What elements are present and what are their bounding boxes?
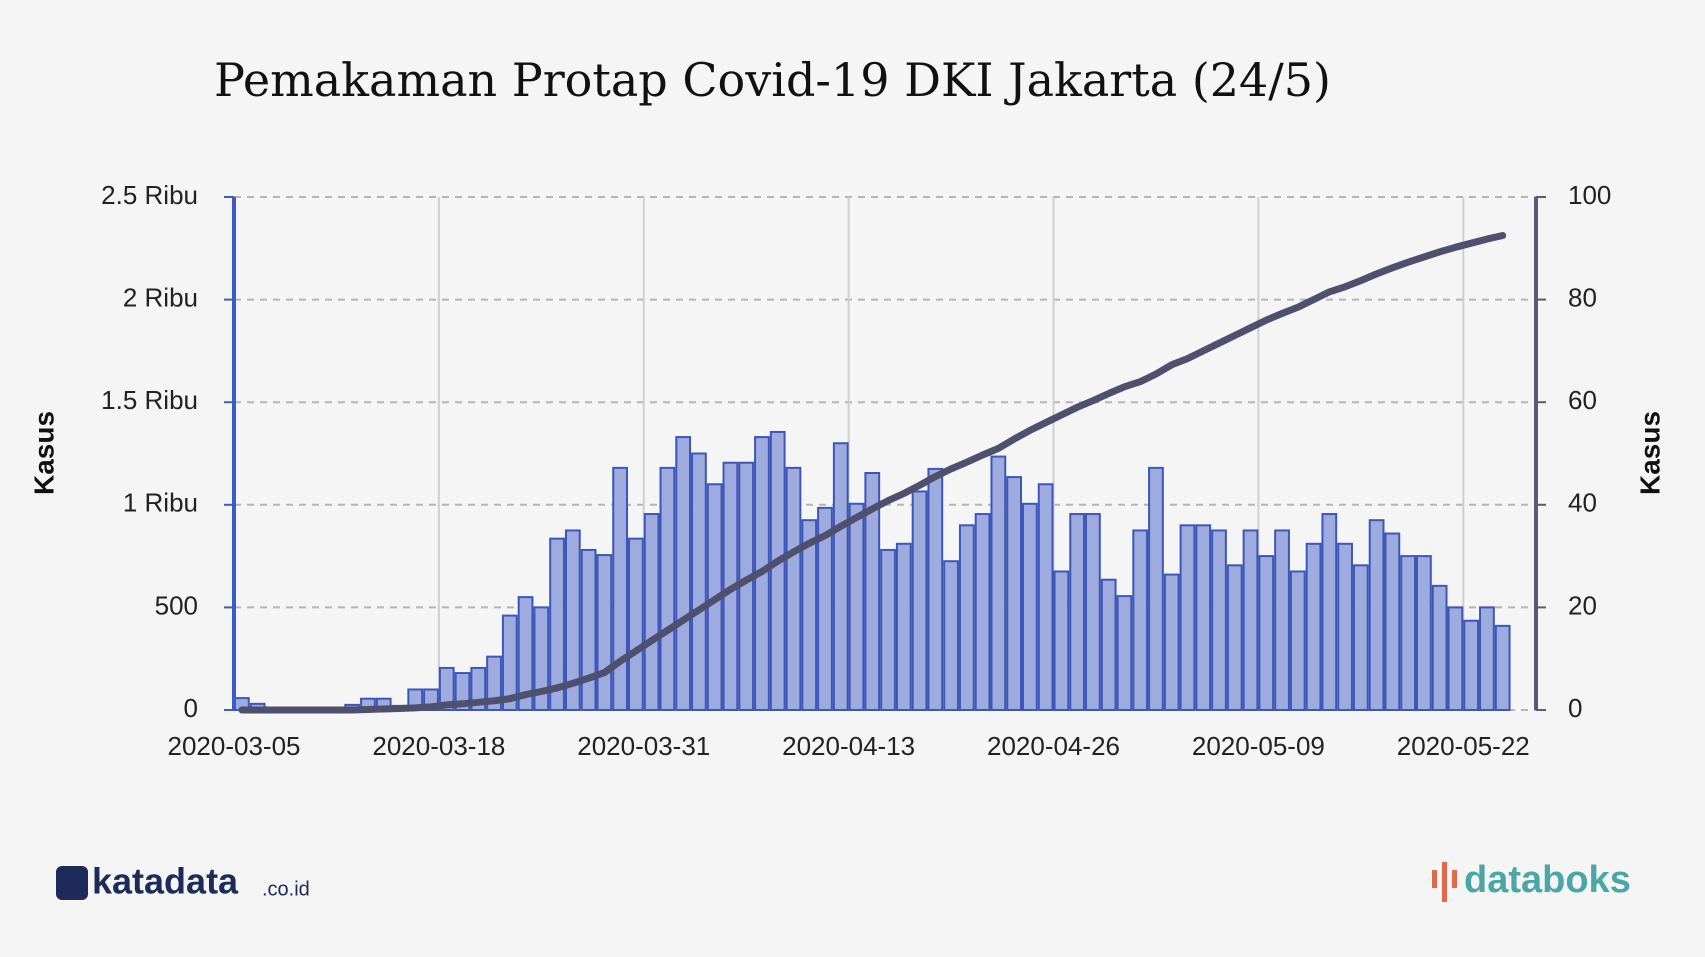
bar [1053, 570, 1070, 711]
bar [895, 542, 912, 712]
logo-icon [1432, 870, 1437, 888]
x-tick-label: 2020-05-09 [1192, 731, 1325, 761]
bar [675, 436, 692, 711]
x-tick-label: 2020-03-18 [372, 731, 505, 761]
bar [643, 513, 660, 711]
logo-icon [1452, 870, 1457, 888]
bar [1289, 570, 1306, 711]
bar [691, 452, 707, 711]
bar [1195, 524, 1212, 711]
bar [1463, 619, 1480, 711]
bar [801, 519, 818, 711]
logo-icon [1442, 862, 1447, 902]
bar [1100, 578, 1117, 711]
bar [1368, 519, 1385, 711]
bar [1116, 595, 1133, 712]
bar [1132, 529, 1149, 712]
logo-text: katadata [92, 861, 239, 902]
bar [1384, 532, 1401, 712]
y-tick-label: 2 Ribu [123, 282, 198, 312]
y2-tick-label: 40 [1568, 488, 1597, 518]
bar [1258, 555, 1275, 711]
y-tick-label: 0 [184, 693, 198, 723]
bar [1447, 606, 1464, 712]
bar [1148, 466, 1164, 712]
logo-databoks: databoks [1432, 859, 1631, 902]
bar [1037, 483, 1054, 711]
bar [596, 554, 613, 711]
bar [1352, 564, 1369, 711]
bar [974, 513, 991, 711]
bar [1022, 502, 1038, 711]
y-axis-label: Kasus [28, 411, 59, 495]
bar [1163, 573, 1180, 711]
bar [785, 466, 802, 712]
bar [612, 466, 628, 712]
bar [438, 666, 455, 712]
bar [533, 606, 550, 712]
bar [564, 529, 581, 712]
chart-title: Pemakaman Protap Covid-19 DKI Jakarta (2… [214, 53, 1331, 107]
x-tick-label: 2020-03-31 [577, 731, 710, 761]
y-tick-label: 1.5 Ribu [101, 385, 198, 415]
bar [1274, 529, 1290, 712]
line [238, 232, 1507, 714]
bar [1416, 555, 1432, 711]
bar [501, 614, 518, 711]
bar [848, 502, 865, 711]
x-tick-label: 2020-03-05 [168, 731, 301, 761]
y2-tick-label: 0 [1568, 693, 1582, 723]
bar [943, 560, 959, 711]
bar [1211, 529, 1227, 712]
bar [927, 467, 944, 712]
y2-tick-label: 60 [1568, 385, 1597, 415]
bar [1006, 476, 1022, 711]
logo-katadata: katadata .co.id [56, 861, 310, 902]
y-tick-label: 500 [155, 590, 198, 620]
bar [1494, 624, 1511, 711]
y-tick-label: 1 Ribu [123, 488, 198, 518]
bar [486, 655, 502, 712]
bar [1305, 542, 1322, 712]
y2-tick-label: 100 [1568, 180, 1611, 210]
bar [1321, 513, 1338, 711]
bar [864, 471, 881, 711]
y-tick-label: 2.5 Ribu [101, 180, 198, 210]
logo-suffix: .co.id [262, 878, 310, 900]
bar [1179, 524, 1196, 711]
logo-icon [56, 866, 88, 900]
y2-tick-label: 80 [1568, 282, 1597, 312]
bar [1479, 606, 1495, 712]
bar [517, 596, 534, 712]
x-tick-label: 2020-05-22 [1397, 731, 1530, 761]
bar [832, 442, 849, 711]
bar [580, 548, 597, 711]
x-tick-label: 2020-04-13 [782, 731, 915, 761]
bar [1400, 555, 1416, 711]
bar [1337, 542, 1353, 712]
bar [1085, 513, 1101, 711]
bar [628, 537, 644, 712]
bar [1242, 529, 1259, 712]
y2-axis-label: Kasus [1634, 411, 1665, 495]
bar [1226, 564, 1243, 711]
bar [549, 537, 565, 712]
bar [769, 430, 786, 711]
bar [990, 455, 1007, 711]
logo-text: databoks [1464, 859, 1631, 901]
y2-tick-label: 20 [1568, 590, 1597, 620]
bar [817, 506, 833, 711]
bar [1431, 584, 1448, 711]
x-tick-label: 2020-04-26 [987, 731, 1120, 761]
bar [1069, 513, 1086, 711]
bar [958, 524, 975, 711]
bar [880, 548, 896, 711]
bar [659, 466, 676, 712]
bar [911, 490, 928, 711]
